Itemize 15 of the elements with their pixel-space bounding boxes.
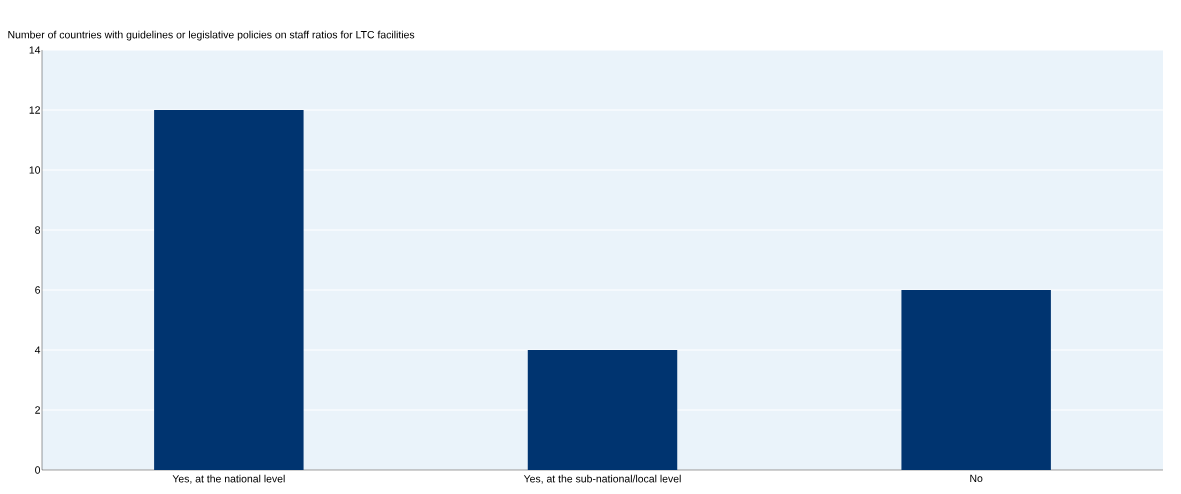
- y-tick-label: 0: [35, 466, 41, 474]
- y-tick-label: 10: [29, 166, 41, 174]
- x-tick-label: Yes, at the national level: [172, 474, 285, 484]
- y-tick-label: 8: [35, 226, 41, 234]
- y-tick-label: 14: [29, 46, 41, 54]
- bar: [901, 289, 1051, 470]
- x-tick-label: Yes, at the sub-national/local level: [523, 474, 681, 484]
- bar: [527, 349, 678, 470]
- bar: [154, 109, 304, 470]
- y-axis-title: Number of countries with guidelines or legislative policies on staff ratios for LTC facilities: [8, 30, 415, 41]
- y-tick-label: 6: [35, 286, 41, 294]
- x-tick-label: No: [970, 474, 983, 483]
- y-tick-label: 2: [35, 406, 40, 414]
- y-tick-label: 4: [34, 346, 41, 354]
- y-tick-label: 12: [29, 106, 40, 114]
